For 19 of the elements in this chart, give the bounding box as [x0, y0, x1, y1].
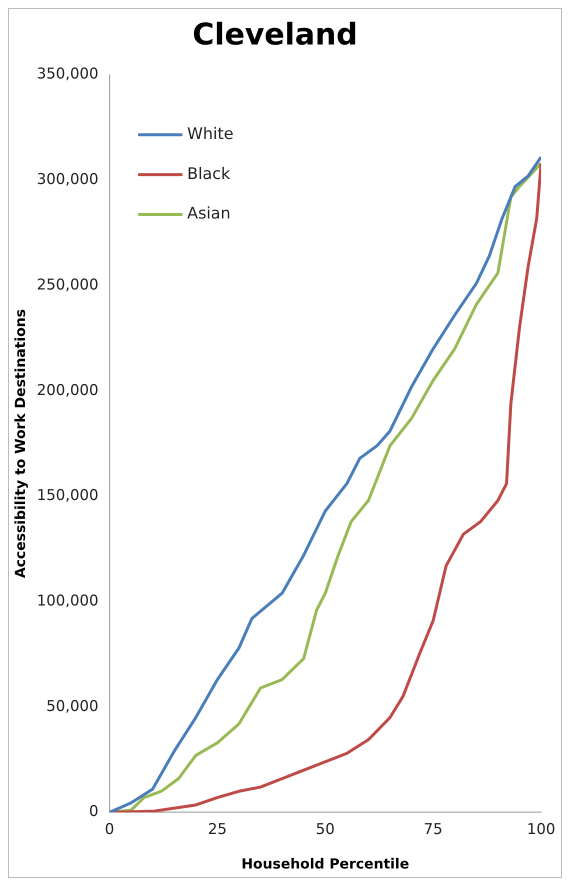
legend-label: Asian — [187, 204, 231, 223]
x-tick-label: 25 — [208, 820, 227, 838]
chart-title: Cleveland — [192, 18, 358, 53]
y-tick-label: 0 — [88, 802, 99, 820]
y-tick-label: 300,000 — [36, 170, 99, 188]
legend-label: Black — [187, 164, 232, 183]
x-tick-label: 75 — [424, 820, 443, 838]
y-tick-label: 100,000 — [36, 592, 99, 610]
x-tick-label: 0 — [104, 820, 114, 838]
y-tick-label: 50,000 — [46, 696, 99, 715]
y-tick-label: 200,000 — [36, 380, 99, 399]
x-axis-title: Household Percentile — [241, 856, 410, 872]
y-tick-label: 350,000 — [36, 64, 99, 83]
x-tick-label: 50 — [316, 820, 335, 838]
x-tick-label: 100 — [526, 820, 556, 838]
y-tick-label: 150,000 — [36, 486, 99, 504]
y-axis-title: Accessibility to Work Destinations — [12, 309, 29, 578]
y-tick-label: 250,000 — [36, 275, 99, 294]
legend-label: White — [187, 124, 234, 143]
